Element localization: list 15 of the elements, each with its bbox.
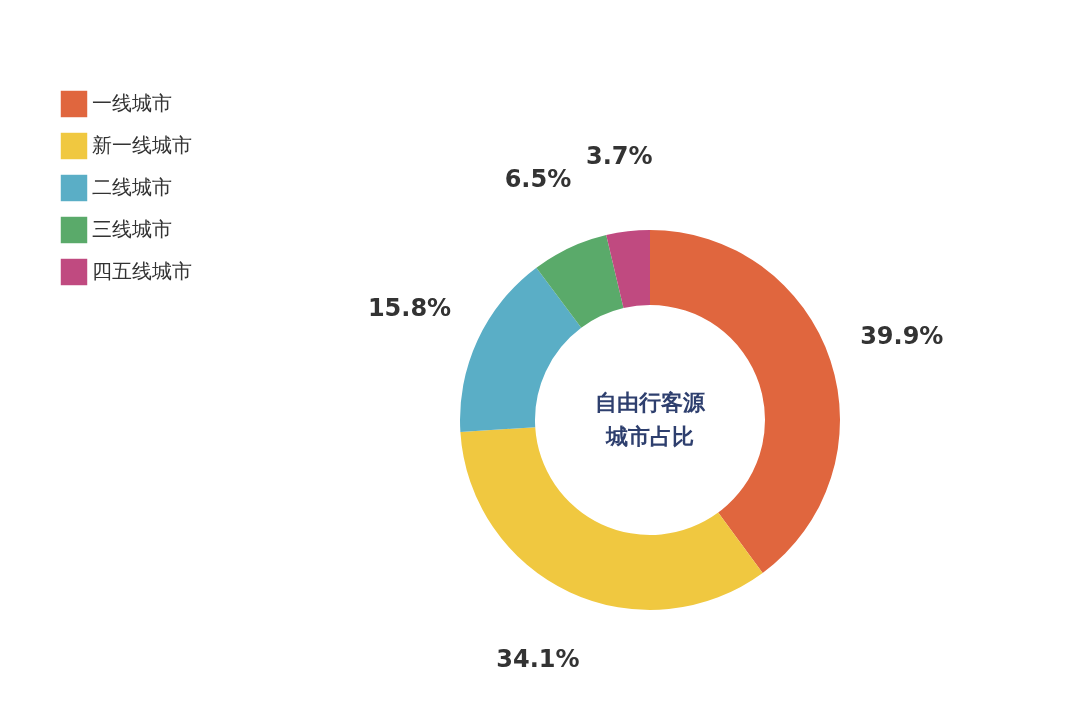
data-label: 34.1%: [496, 645, 580, 674]
donut-slice: [460, 427, 763, 610]
data-label: 3.7%: [585, 141, 653, 170]
data-label: 15.8%: [367, 293, 452, 322]
data-label: 6.5%: [504, 164, 572, 193]
donut-slice: [606, 230, 650, 309]
legend-label: 一线城市: [92, 91, 172, 115]
legend-label: 二线城市: [92, 175, 172, 199]
donut-slice: [460, 267, 582, 432]
legend-label: 四五线城市: [92, 259, 192, 283]
text: 自由行客源城市占比: [595, 390, 706, 449]
legend-label: 三线城市: [92, 217, 172, 241]
data-label: 39.9%: [860, 322, 944, 351]
donut-slice: [536, 235, 624, 328]
legend-label: 新一线城市: [92, 133, 192, 157]
